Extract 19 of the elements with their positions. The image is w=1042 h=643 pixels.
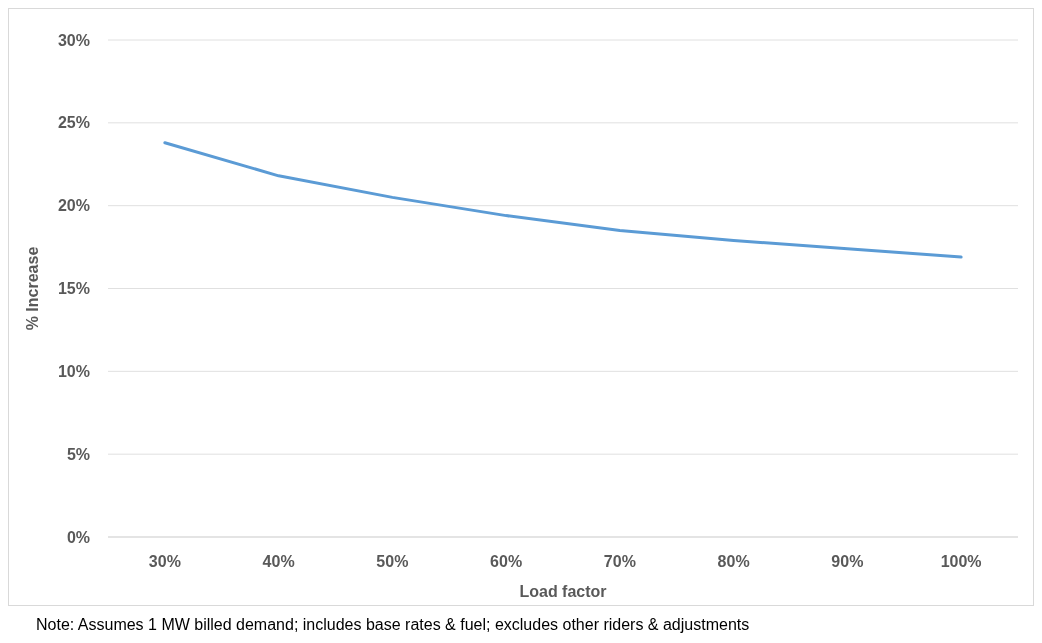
- y-tick-label: 10%: [57, 362, 90, 380]
- x-axis-title: Load factor: [519, 583, 607, 600]
- x-tick-label: 30%: [148, 553, 181, 570]
- x-tick-label: 90%: [831, 553, 864, 570]
- x-tick-label: 100%: [940, 553, 982, 570]
- y-tick-label: 30%: [57, 31, 90, 49]
- y-tick-label: 5%: [66, 445, 90, 463]
- x-tick-label: 40%: [262, 553, 295, 570]
- y-tick-label: 25%: [57, 114, 90, 132]
- line-series: [163, 141, 963, 259]
- y-tick-label: 15%: [57, 280, 90, 298]
- x-tick-label: 80%: [717, 553, 750, 570]
- y-axis-title: % Increase: [24, 246, 41, 331]
- text: Note: Assumes 1 MW billed demand; includes base rates & fuel; excludes other riders & adjustments: [36, 616, 750, 633]
- x-tick-label: 70%: [603, 553, 636, 570]
- x-tick-label: 60%: [490, 553, 523, 570]
- y-tick-label: 0%: [66, 528, 90, 546]
- x-tick-label: 50%: [376, 553, 409, 570]
- y-tick-label: 20%: [57, 197, 90, 215]
